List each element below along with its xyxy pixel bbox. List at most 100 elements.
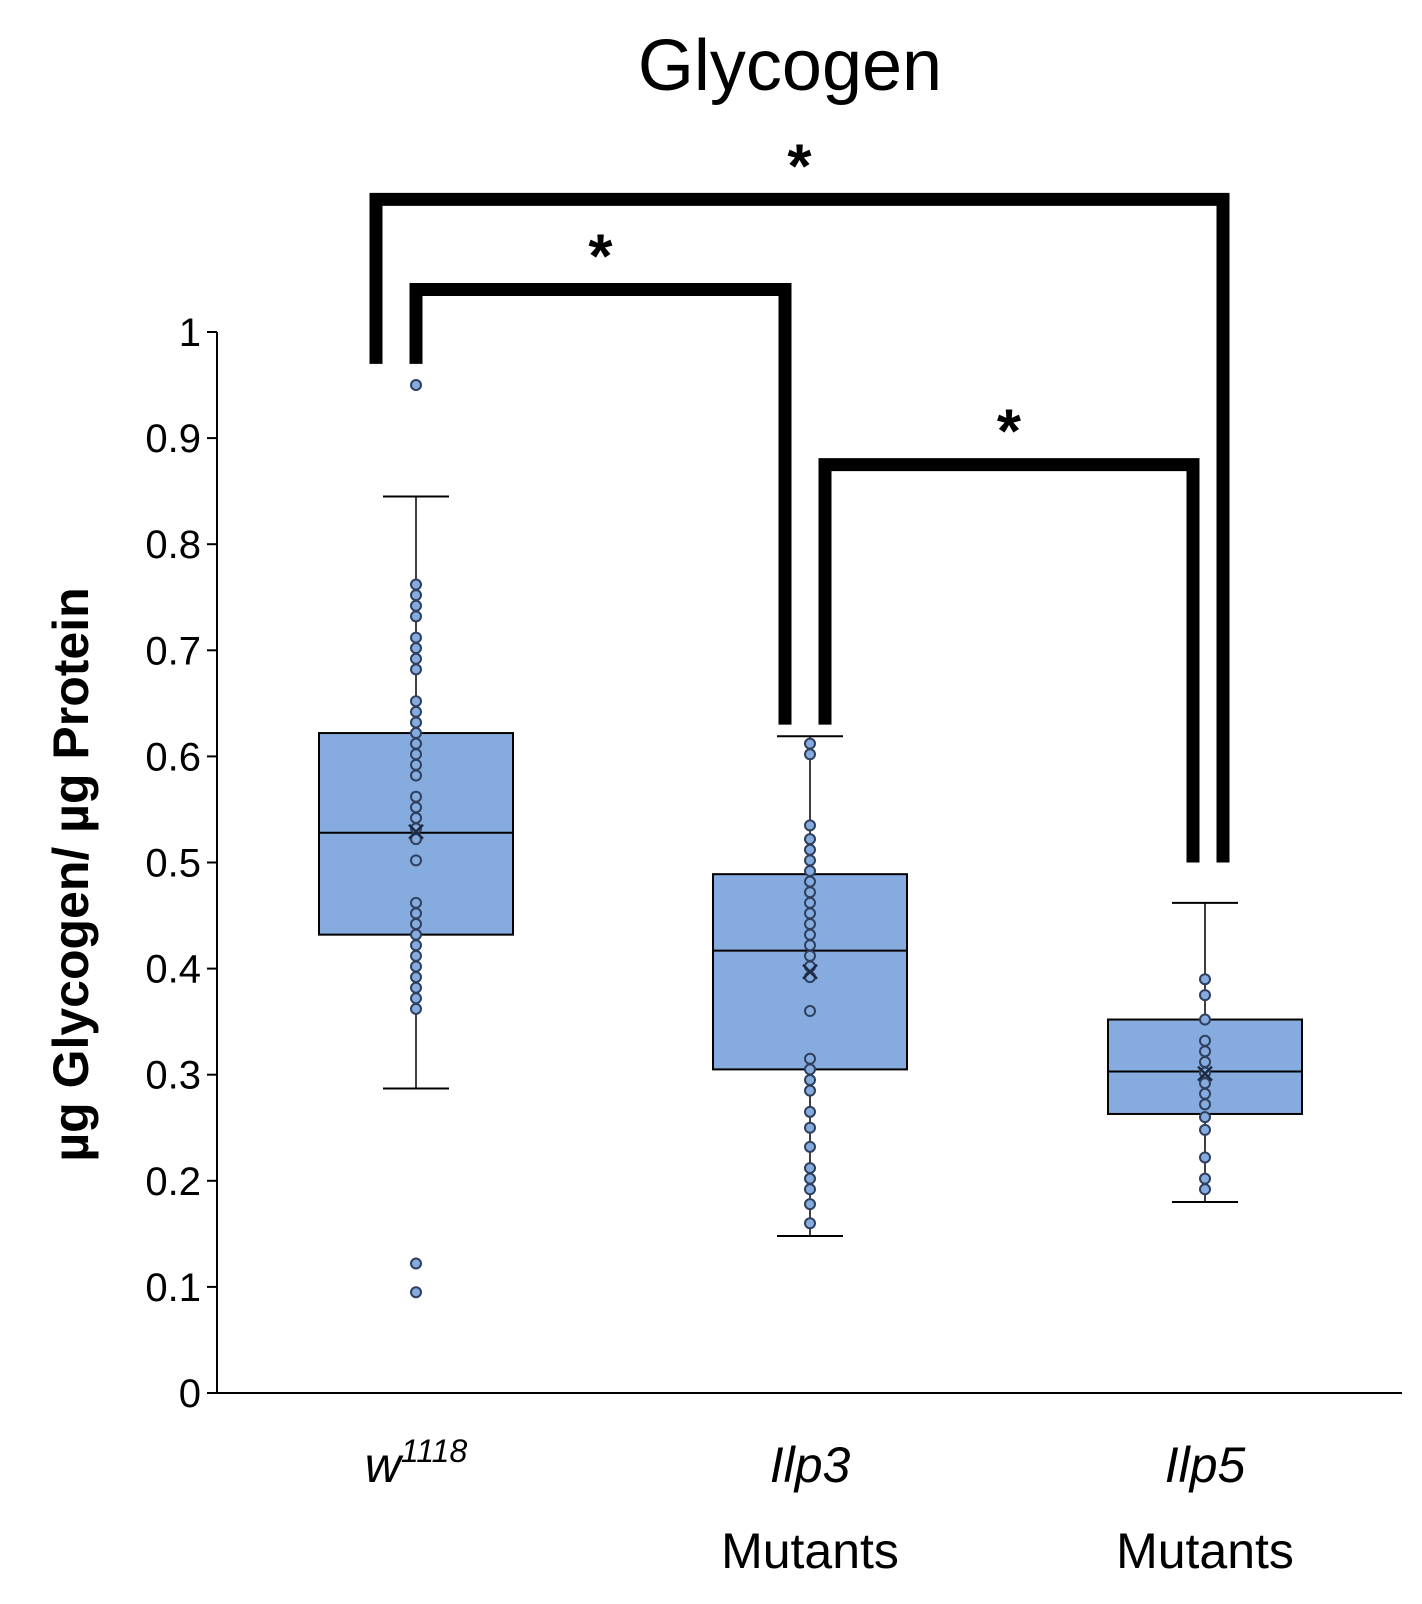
data-point bbox=[1199, 1013, 1211, 1026]
data-point bbox=[410, 727, 422, 740]
y-tick-label: 0.2 bbox=[145, 1160, 201, 1204]
data-point bbox=[804, 864, 816, 877]
data-point bbox=[410, 1002, 422, 1015]
chart-title: Glycogen bbox=[638, 26, 942, 106]
data-point bbox=[410, 758, 422, 771]
category-label-ilp5: Ilp5 bbox=[1165, 1437, 1246, 1493]
data-point bbox=[804, 1105, 816, 1118]
data-point bbox=[410, 769, 422, 782]
data-point bbox=[410, 379, 422, 392]
data-point bbox=[1199, 1111, 1211, 1124]
bracket-line bbox=[818, 458, 1200, 863]
data-point bbox=[410, 981, 422, 994]
category-label-ilp3: Ilp3 bbox=[770, 1437, 851, 1493]
data-point bbox=[1199, 1077, 1211, 1090]
significance-star: * bbox=[997, 398, 1022, 467]
data-point bbox=[804, 854, 816, 867]
data-point bbox=[804, 1140, 816, 1153]
data-point bbox=[1199, 1172, 1211, 1185]
data-point bbox=[804, 1198, 816, 1211]
y-tick-label: 0 bbox=[179, 1372, 201, 1416]
y-tick-label: 0.1 bbox=[145, 1266, 201, 1310]
data-point bbox=[410, 705, 422, 718]
data-point bbox=[804, 1121, 816, 1134]
data-point bbox=[410, 971, 422, 984]
data-point bbox=[410, 748, 422, 761]
bracket-line bbox=[369, 192, 1230, 863]
significance-star: * bbox=[588, 223, 613, 292]
mean-marker bbox=[802, 963, 818, 980]
data-point bbox=[410, 663, 422, 676]
data-point bbox=[804, 1183, 816, 1196]
data-point bbox=[410, 918, 422, 931]
data-point bbox=[804, 1074, 816, 1087]
data-point bbox=[410, 992, 422, 1005]
data-point bbox=[1199, 1034, 1211, 1047]
data-point bbox=[410, 896, 422, 909]
data-point bbox=[804, 1162, 816, 1175]
box-group-ilp5: Ilp5 Mutants bbox=[1107, 901, 1303, 1579]
data-point bbox=[410, 1257, 422, 1270]
data-point bbox=[410, 599, 422, 612]
data-point bbox=[410, 939, 422, 952]
data-point bbox=[410, 811, 422, 824]
data-point bbox=[804, 1217, 816, 1230]
data-point bbox=[410, 642, 422, 655]
data-point bbox=[410, 737, 422, 750]
data-point bbox=[804, 928, 816, 941]
mean-marker bbox=[408, 823, 424, 840]
data-point bbox=[804, 1084, 816, 1097]
data-point bbox=[410, 652, 422, 665]
significance-bracket: * bbox=[409, 223, 792, 725]
data-point bbox=[804, 1005, 816, 1018]
data-point bbox=[804, 819, 816, 832]
data-point bbox=[804, 833, 816, 846]
data-point bbox=[410, 928, 422, 941]
data-point bbox=[1199, 1123, 1211, 1136]
data-point bbox=[804, 896, 816, 909]
bracket-line bbox=[409, 283, 792, 725]
data-point bbox=[410, 960, 422, 973]
data-point bbox=[804, 1052, 816, 1065]
data-point bbox=[804, 949, 816, 962]
data-point bbox=[410, 949, 422, 962]
data-point bbox=[1199, 1087, 1211, 1100]
y-tick-label: 0.8 bbox=[145, 523, 201, 567]
category-sublabel: Mutants bbox=[1116, 1523, 1294, 1579]
data-point bbox=[1199, 989, 1211, 1002]
data-point bbox=[804, 737, 816, 750]
data-point bbox=[410, 589, 422, 602]
significance-bracket: * bbox=[818, 398, 1200, 863]
category-label-w: w1118 bbox=[365, 1433, 468, 1493]
data-point bbox=[1199, 1151, 1211, 1164]
data-point bbox=[804, 875, 816, 888]
data-point bbox=[410, 801, 422, 814]
data-point bbox=[410, 790, 422, 803]
data-point bbox=[410, 610, 422, 623]
data-point bbox=[410, 854, 422, 867]
data-point bbox=[1199, 1045, 1211, 1058]
significance-bracket: * bbox=[369, 132, 1230, 863]
mean-marker bbox=[1197, 1065, 1213, 1082]
box-group-ilp3: Ilp3 Mutants bbox=[712, 735, 908, 1579]
data-point bbox=[1199, 1098, 1211, 1111]
data-point bbox=[1199, 973, 1211, 986]
significance-star: * bbox=[787, 132, 812, 201]
data-point bbox=[410, 716, 422, 729]
data-point bbox=[804, 939, 816, 952]
data-point bbox=[804, 918, 816, 931]
y-tick-label: 0.4 bbox=[145, 948, 201, 992]
data-point bbox=[410, 695, 422, 708]
data-point bbox=[804, 886, 816, 899]
category-sublabel: Mutants bbox=[721, 1523, 899, 1579]
data-point bbox=[410, 907, 422, 920]
data-point bbox=[804, 843, 816, 856]
data-point bbox=[804, 748, 816, 761]
y-tick-label: 1 bbox=[179, 311, 201, 355]
plot-area: 0 0.1 0.2 0.3 0.4 0.5 0.6 0.7 0.8 0.9 1 w1118 Ilp3 Mu… bbox=[145, 132, 1402, 1579]
box-group-w: w1118 bbox=[318, 379, 514, 1493]
data-point bbox=[804, 907, 816, 920]
y-tick-label: 0.9 bbox=[145, 417, 201, 461]
y-tick-label: 0.7 bbox=[145, 629, 201, 673]
